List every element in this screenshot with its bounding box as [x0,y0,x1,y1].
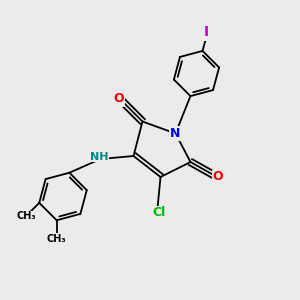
Text: O: O [113,92,124,106]
Text: NH: NH [90,152,108,162]
Text: CH₃: CH₃ [47,234,66,244]
Text: I: I [203,26,208,40]
Text: Cl: Cl [152,206,166,220]
Text: CH₃: CH₃ [16,211,36,221]
Text: N: N [170,127,181,140]
Text: O: O [213,170,224,184]
